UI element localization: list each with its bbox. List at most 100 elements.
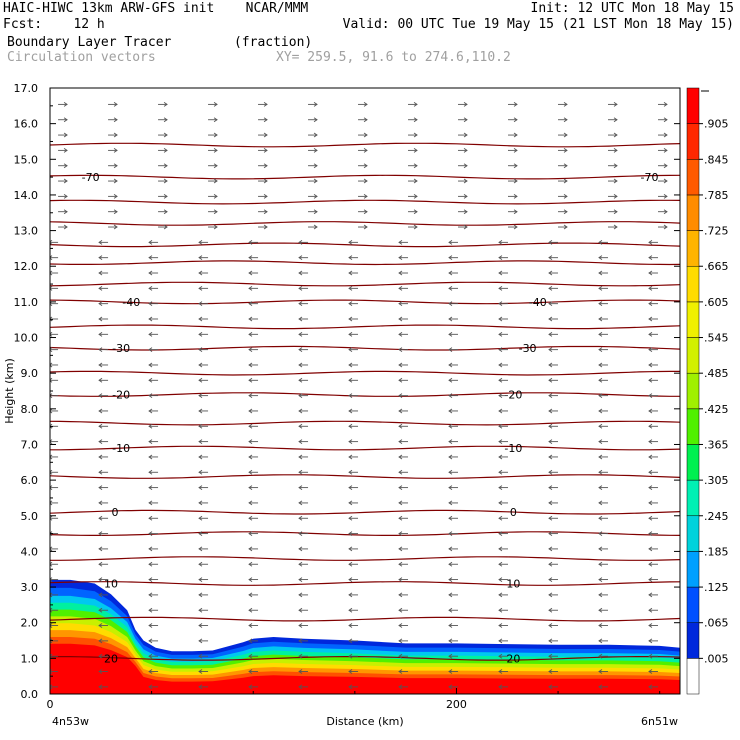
- circulation-vector-head: [548, 469, 553, 475]
- circulation-vector-head: [198, 546, 203, 552]
- circulation-vector-head: [50, 469, 53, 475]
- circulation-vector-head: [463, 117, 468, 123]
- circulation-vector-head: [98, 408, 103, 414]
- circulation-vector-head: [563, 117, 568, 123]
- circulation-vector-head: [98, 454, 103, 460]
- circulation-vector-head: [663, 193, 668, 199]
- circulation-vector-head: [463, 132, 468, 138]
- circulation-vector-head: [348, 301, 353, 307]
- circulation-vector-head: [598, 439, 603, 444]
- circulation-vector-head: [648, 454, 653, 460]
- circulation-vector-head: [63, 178, 68, 184]
- circulation-vector-head: [463, 209, 468, 215]
- circulation-vector-head: [163, 163, 168, 169]
- circulation-vector-head: [98, 362, 103, 368]
- y-tick-label: 0.0: [21, 688, 39, 701]
- circulation-vector-head: [498, 301, 503, 307]
- circulation-vector-head: [598, 255, 603, 261]
- circulation-vector-head: [563, 193, 568, 199]
- circulation-vector-head: [348, 393, 353, 399]
- circulation-vector-head: [248, 316, 253, 322]
- circulation-vector-head: [248, 454, 253, 460]
- colorbar-label: .365: [704, 438, 729, 451]
- circulation-vector-head: [148, 577, 153, 582]
- circulation-vector-head: [613, 163, 618, 169]
- circulation-vector-head: [148, 561, 153, 567]
- circulation-vector-head: [148, 469, 153, 475]
- colorbar-swatch: [686, 479, 700, 517]
- circulation-vector-head: [63, 148, 68, 153]
- circulation-vector-head: [198, 301, 203, 307]
- circulation-vector-head: [413, 178, 418, 184]
- circulation-vector-head: [463, 148, 468, 153]
- circulation-vector-head: [50, 316, 53, 322]
- circulation-vector-head: [163, 132, 168, 138]
- circulation-vector-head: [50, 669, 53, 674]
- circulation-vector-head: [98, 285, 103, 291]
- circulation-vector-head: [248, 393, 253, 399]
- circulation-vector-head: [248, 285, 253, 291]
- colorbar-label: .605: [704, 296, 729, 309]
- circulation-vector-head: [448, 546, 453, 552]
- circulation-vector-head: [248, 331, 253, 337]
- circulation-vector-head: [498, 239, 503, 245]
- x-axis-label: Distance (km): [326, 715, 403, 728]
- circulation-vector-head: [498, 255, 503, 261]
- circulation-vector-head: [348, 270, 353, 276]
- circulation-vector-head: [263, 209, 268, 215]
- circulation-vector-head: [98, 423, 103, 429]
- circulation-vector-head: [498, 362, 503, 368]
- circulation-vector-head: [148, 684, 153, 690]
- circulation-vector-head: [563, 102, 568, 107]
- circulation-vector-head: [498, 638, 503, 644]
- circulation-vector-head: [398, 638, 403, 644]
- circulation-vector-head: [648, 423, 653, 429]
- circulation-vector-head: [663, 224, 668, 230]
- circulation-vector-head: [313, 163, 318, 169]
- circulation-vector-head: [198, 285, 203, 291]
- circulation-vector-head: [248, 546, 253, 552]
- circulation-vector-head: [398, 684, 403, 690]
- circulation-vector-head: [50, 239, 53, 245]
- circulation-vector-head: [50, 561, 53, 567]
- circulation-vector-head: [50, 485, 53, 490]
- circulation-vector-head: [613, 193, 618, 199]
- circulation-vector-head: [348, 239, 353, 245]
- circulation-vector-head: [498, 377, 503, 383]
- circulation-vector-head: [50, 653, 53, 659]
- circulation-vector-head: [548, 684, 553, 690]
- colorbar-swatch: [686, 265, 700, 303]
- circulation-vector-head: [198, 423, 203, 429]
- circulation-vector-head: [50, 331, 53, 337]
- circulation-vector-head: [498, 331, 503, 337]
- circulation-vector-head: [298, 301, 303, 307]
- circulation-vector-head: [448, 515, 453, 521]
- circulation-vector-head: [298, 653, 303, 659]
- circulation-vector-head: [513, 132, 518, 138]
- circulation-vector-head: [648, 607, 653, 613]
- circulation-vector-head: [348, 347, 353, 353]
- circulation-vector-head: [363, 132, 368, 138]
- circulation-vector-head: [298, 623, 303, 628]
- circulation-vector-head: [198, 577, 203, 582]
- circulation-vector-head: [498, 684, 503, 690]
- circulation-vector-head: [648, 362, 653, 368]
- circulation-vector-head: [648, 623, 653, 628]
- contour-label: 0: [112, 506, 119, 519]
- circulation-vector-head: [598, 607, 603, 613]
- header-forecast-hour: Fcst: 12 h: [3, 17, 105, 32]
- temperature-contours: -70 -70 -40 -40 -30 -30 -20 -20 -10 -10 0 0 10 10 20 20: [50, 142, 680, 665]
- circulation-vector-head: [198, 669, 203, 674]
- circulation-vector-head: [148, 653, 153, 659]
- circulation-vector-head: [298, 439, 303, 444]
- circulation-vector-head: [248, 408, 253, 414]
- circulation-vector-head: [348, 485, 353, 490]
- circulation-vector-head: [313, 117, 318, 123]
- field-title: Boundary Layer Tracer (fraction): [7, 35, 313, 50]
- circulation-vector-head: [248, 239, 253, 245]
- circulation-vector-head: [148, 393, 153, 399]
- circulation-vector-head: [298, 377, 303, 383]
- circulation-vector-head: [248, 577, 253, 582]
- circulation-vector-head: [598, 270, 603, 276]
- colorbar-label: .185: [704, 545, 729, 558]
